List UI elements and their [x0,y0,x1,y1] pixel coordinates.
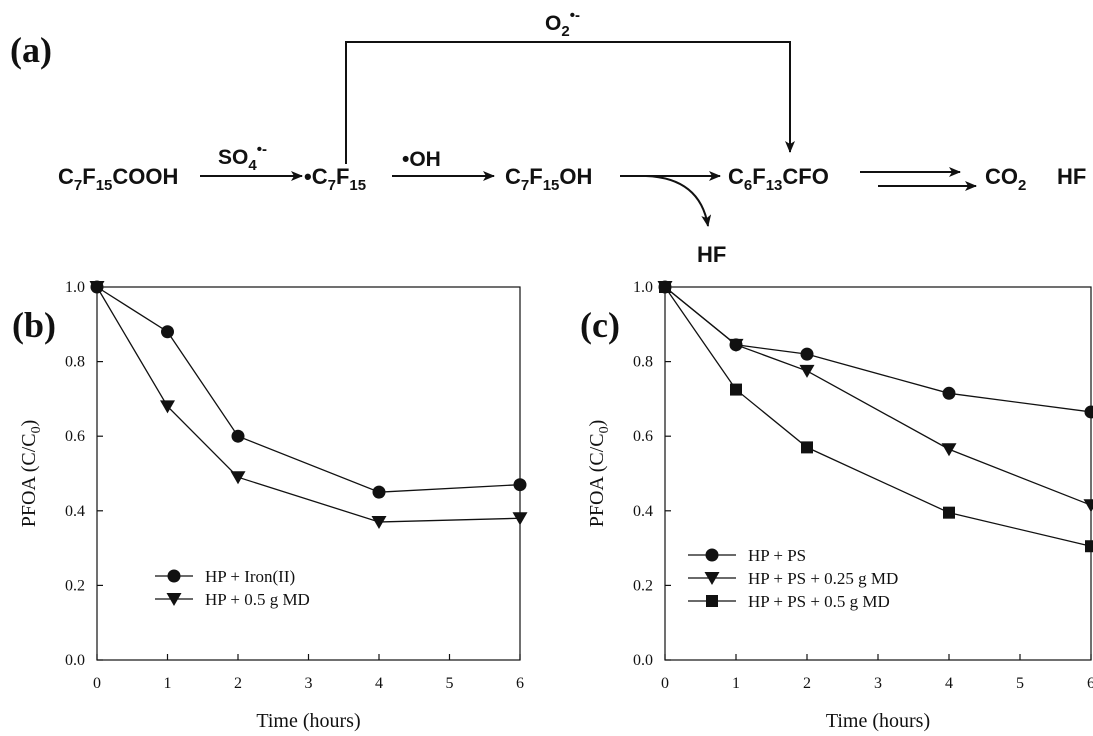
reagent-superoxide-radical: O2•- [545,7,580,40]
series-line [664,286,1092,506]
x-tick-label: 3 [305,675,313,692]
data-point [230,471,246,485]
y-tick-label: 1.0 [65,279,85,296]
series-triangle-down [657,281,1093,513]
legend-marker [704,572,720,585]
y-tick-label: 0.4 [633,503,653,520]
data-point [659,281,671,293]
compound-perfluoroheptyl-radical: •C7F15 [304,164,366,194]
panel-label-a: (a) [10,30,52,70]
x-tick-label: 4 [375,675,383,692]
x-tick-label: 1 [732,675,740,692]
data-point [161,325,174,339]
reagent-sulfate-radical: SO4•- [218,141,267,174]
data-point [512,512,528,526]
x-tick-label: 5 [446,675,454,692]
chart-panel-b: 0 1 2 3 4 5 6 0.0 0.2 0.4 0.6 0.8 1.0 Time (hours) PFO… [12,279,528,732]
legend-marker [167,569,181,583]
legend-entry: HP + PS [688,546,806,565]
data-point [371,515,387,529]
data-point [1084,405,1093,419]
y-tick-label: 0.0 [633,652,653,669]
arrow-branch-hf [645,175,712,227]
y-axis-label: PFOA (C/C0) [18,420,44,528]
x-tick-label: 2 [803,675,811,692]
reagent-hydroxyl-radical: •OH [402,148,441,171]
series-square [659,281,1093,553]
compound-perfluoroheptanol: C7F15OH [505,164,592,194]
x-tick-label: 1 [164,675,172,692]
data-point [728,338,744,352]
y-tick-label: 1.0 [633,279,653,296]
data-point [799,364,815,378]
series-line [664,286,1092,547]
legend-marker [706,595,718,607]
x-tick-label: 5 [1016,675,1024,692]
compound-pfoa: C7F15COOH [58,164,178,194]
legend-marker [705,548,719,562]
chart-panel-c: 0 1 2 3 4 5 6 0.0 0.2 0.4 0.6 0.8 1.0 Time (hours) PFO… [580,279,1093,732]
y-tick-label: 0.4 [65,503,85,520]
data-point [372,485,386,499]
x-tick-label: 6 [1087,675,1093,692]
data-point [513,478,527,492]
data-point [160,400,175,414]
y-tick-label: 0.0 [65,652,85,669]
y-tick-label: 0.6 [633,428,653,445]
compound-perfluorohexyl-acyl-fluoride: C6F13CFO [728,164,829,194]
x-tick-label: 3 [874,675,882,692]
data-point [943,506,955,519]
y-axis-label: PFOA (C/C0) [586,420,612,528]
series-line [664,286,1092,413]
data-point [1083,499,1093,513]
x-axis-label: Time (hours) [826,710,930,732]
legend-label: HP + 0.5 g MD [205,590,310,609]
final-product-co2: CO2 [985,164,1026,194]
legend-marker [166,593,182,606]
y-tick-label: 0.6 [65,428,85,445]
data-point [730,383,742,396]
legend-entry: HP + PS + 0.25 g MD [688,569,898,588]
panel-label: (b) [12,305,56,345]
legend-label: HP + PS [748,546,806,565]
final-product-hf: HF [1057,164,1086,189]
data-point [1085,540,1093,553]
series-circle [658,280,1093,419]
legend-label: HP + PS + 0.25 g MD [748,569,898,588]
arrow-superoxide-path [345,41,795,164]
x-axis-label: Time (hours) [256,710,360,732]
side-product-hf: HF [697,242,726,267]
legend-label: HP + PS + 0.5 g MD [748,592,890,611]
legend-label: HP + Iron(II) [205,567,295,586]
data-point [941,443,957,457]
legend-entry: HP + PS + 0.5 g MD [688,592,890,611]
x-tick-label: 2 [234,675,242,692]
y-tick-label: 0.8 [65,354,85,371]
x-tick-label: 0 [661,675,669,692]
reaction-scheme: (a) C7F15COOH SO4•- •C7F15 •OH C7F15OH H… [10,7,1086,267]
legend-entry: HP + 0.5 g MD [155,590,310,609]
data-point [801,441,813,454]
y-tick-label: 0.8 [633,354,653,371]
data-point [231,429,245,443]
y-tick-label: 0.2 [65,577,85,594]
y-tick-label: 0.2 [633,577,653,594]
x-tick-label: 0 [93,675,101,692]
panel-label: (c) [580,305,620,345]
series-circle [90,280,527,499]
series-line [96,286,521,493]
x-tick-label: 6 [516,675,524,692]
x-tick-label: 4 [945,675,953,692]
legend-entry: HP + Iron(II) [155,567,295,586]
series-line [96,286,521,523]
data-point [942,386,956,400]
data-point [800,347,814,361]
data-point [89,281,105,294]
series-triangle-down [89,281,528,529]
